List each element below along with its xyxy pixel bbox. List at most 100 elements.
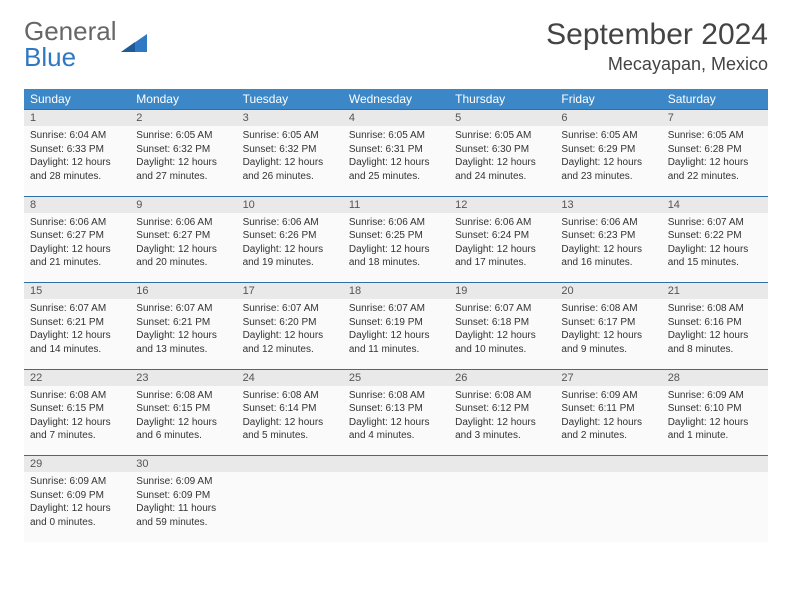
sunrise-line: Sunrise: 6:08 AM	[136, 389, 230, 403]
sunrise-line: Sunrise: 6:08 AM	[668, 302, 762, 316]
day-content-cell: Sunrise: 6:08 AMSunset: 6:16 PMDaylight:…	[662, 299, 768, 369]
day-number-cell: 22	[24, 369, 130, 386]
daynum-row: 22232425262728	[24, 369, 768, 386]
day-number-cell	[237, 456, 343, 473]
sunset-line: Sunset: 6:32 PM	[136, 143, 230, 157]
day-content-cell: Sunrise: 6:05 AMSunset: 6:32 PMDaylight:…	[130, 126, 236, 196]
day-number-cell: 17	[237, 283, 343, 300]
day-number-cell: 21	[662, 283, 768, 300]
day-number-cell: 14	[662, 196, 768, 213]
sunrise-line: Sunrise: 6:08 AM	[561, 302, 655, 316]
day-content-cell: Sunrise: 6:08 AMSunset: 6:14 PMDaylight:…	[237, 386, 343, 456]
sunset-line: Sunset: 6:15 PM	[136, 402, 230, 416]
sunset-line: Sunset: 6:10 PM	[668, 402, 762, 416]
weekday-header: Sunday	[24, 89, 130, 110]
sunrise-line: Sunrise: 6:06 AM	[243, 216, 337, 230]
calendar-table: SundayMondayTuesdayWednesdayThursdayFrid…	[24, 89, 768, 542]
sunset-line: Sunset: 6:09 PM	[136, 489, 230, 503]
logo: General Blue	[24, 18, 153, 70]
day-number-cell: 8	[24, 196, 130, 213]
day-number-cell: 19	[449, 283, 555, 300]
daylight-line: Daylight: 12 hours and 11 minutes.	[349, 329, 443, 356]
sunrise-line: Sunrise: 6:07 AM	[136, 302, 230, 316]
sunset-line: Sunset: 6:26 PM	[243, 229, 337, 243]
weekday-row: SundayMondayTuesdayWednesdayThursdayFrid…	[24, 89, 768, 110]
day-content-cell	[449, 472, 555, 542]
daylight-line: Daylight: 12 hours and 14 minutes.	[30, 329, 124, 356]
day-content-cell: Sunrise: 6:04 AMSunset: 6:33 PMDaylight:…	[24, 126, 130, 196]
day-content-cell: Sunrise: 6:07 AMSunset: 6:18 PMDaylight:…	[449, 299, 555, 369]
daylight-line: Daylight: 12 hours and 2 minutes.	[561, 416, 655, 443]
daynum-row: 15161718192021	[24, 283, 768, 300]
sunset-line: Sunset: 6:30 PM	[455, 143, 549, 157]
logo-sail-icon	[119, 32, 153, 56]
sunset-line: Sunset: 6:33 PM	[30, 143, 124, 157]
sunset-line: Sunset: 6:24 PM	[455, 229, 549, 243]
location: Mecayapan, Mexico	[546, 54, 768, 75]
sunrise-line: Sunrise: 6:08 AM	[455, 389, 549, 403]
day-content-cell: Sunrise: 6:06 AMSunset: 6:27 PMDaylight:…	[130, 213, 236, 283]
daylight-line: Daylight: 12 hours and 12 minutes.	[243, 329, 337, 356]
sunrise-line: Sunrise: 6:09 AM	[136, 475, 230, 489]
day-number-cell: 30	[130, 456, 236, 473]
day-content-cell	[662, 472, 768, 542]
content-row: Sunrise: 6:09 AMSunset: 6:09 PMDaylight:…	[24, 472, 768, 542]
content-row: Sunrise: 6:06 AM Sunset: 6:27 PM Daylight:…	[24, 213, 768, 283]
day-content-cell: Sunrise: 6:06 AMSunset: 6:27 PMDaylight:…	[24, 213, 130, 283]
day-number-cell: 15	[24, 283, 130, 300]
daylight-line: Daylight: 12 hours and 5 minutes.	[243, 416, 337, 443]
sunrise-line: Sunrise: 6:08 AM	[243, 389, 337, 403]
sunset-line: Sunset: 6:23 PM	[561, 229, 655, 243]
daylight-line: Daylight: 12 hours and 4 minutes.	[349, 416, 443, 443]
sunrise-line: Sunrise: 6:09 AM	[561, 389, 655, 403]
sunset-line: Sunset: 6:14 PM	[243, 402, 337, 416]
weekday-header: Monday	[130, 89, 236, 110]
sunset-line: Sunset: 6:27 PM	[136, 229, 230, 243]
sunrise-line: Sunrise: 6:07 AM	[349, 302, 443, 316]
calendar-body: 1234567Sunrise: 6:04 AMSunset: 6:33 PMDa…	[24, 110, 768, 543]
day-number-cell: 3	[237, 110, 343, 127]
day-number-cell: 6	[555, 110, 661, 127]
day-content-cell: Sunrise: 6:06 AMSunset: 6:26 PMDaylight:…	[237, 213, 343, 283]
day-content-cell: Sunrise: 6:06 AMSunset: 6:25 PMDaylight:…	[343, 213, 449, 283]
day-content-cell: Sunrise: 6:05 AMSunset: 6:30 PMDaylight:…	[449, 126, 555, 196]
day-number-cell: 16	[130, 283, 236, 300]
day-number-cell: 10	[237, 196, 343, 213]
day-content-cell: Sunrise: 6:06 AMSunset: 6:24 PMDaylight:…	[449, 213, 555, 283]
sunrise-line: Sunrise: 6:08 AM	[349, 389, 443, 403]
sunrise-line: Sunrise: 6:07 AM	[30, 302, 124, 316]
day-content-cell: Sunrise: 6:09 AMSunset: 6:11 PMDaylight:…	[555, 386, 661, 456]
header: General Blue September 2024 Mecayapan, M…	[24, 18, 768, 75]
sunset-line: Sunset: 6:19 PM	[349, 316, 443, 330]
weekday-header: Wednesday	[343, 89, 449, 110]
daylight-line: Daylight: 12 hours and 9 minutes.	[561, 329, 655, 356]
day-content-cell: Sunrise: 6:05 AMSunset: 6:29 PMDaylight:…	[555, 126, 661, 196]
day-number-cell	[449, 456, 555, 473]
day-content-cell: Sunrise: 6:08 AMSunset: 6:15 PMDaylight:…	[24, 386, 130, 456]
weekday-header: Thursday	[449, 89, 555, 110]
day-number-cell: 26	[449, 369, 555, 386]
day-number-cell: 9	[130, 196, 236, 213]
sunrise-line: Sunrise: 6:06 AM	[349, 216, 443, 230]
weekday-header: Friday	[555, 89, 661, 110]
day-number-cell: 2	[130, 110, 236, 127]
daylight-line: Daylight: 12 hours and 26 minutes.	[243, 156, 337, 183]
day-content-cell: Sunrise: 6:05 AMSunset: 6:32 PMDaylight:…	[237, 126, 343, 196]
sunrise-line: Sunrise: 6:09 AM	[30, 475, 124, 489]
sunrise-line: Sunrise: 6:06 AM	[561, 216, 655, 230]
sunrise-line: Sunrise: 6:04 AM	[30, 129, 124, 143]
daylight-line: Daylight: 12 hours and 10 minutes.	[455, 329, 549, 356]
daylight-line: Daylight: 12 hours and 21 minutes.	[30, 243, 124, 270]
daylight-line: Daylight: 12 hours and 7 minutes.	[30, 416, 124, 443]
content-row: Sunrise: 6:08 AMSunset: 6:15 PMDaylight:…	[24, 386, 768, 456]
day-content-cell	[343, 472, 449, 542]
day-number-cell: 25	[343, 369, 449, 386]
sunset-line: Sunset: 6:21 PM	[30, 316, 124, 330]
sunset-line: Sunset: 6:28 PM	[668, 143, 762, 157]
sunrise-line: Sunrise: 6:05 AM	[243, 129, 337, 143]
day-number-cell: 18	[343, 283, 449, 300]
sunset-line: Sunset: 6:29 PM	[561, 143, 655, 157]
daylight-line: Daylight: 12 hours and 8 minutes.	[668, 329, 762, 356]
day-content-cell: Sunrise: 6:05 AMSunset: 6:31 PMDaylight:…	[343, 126, 449, 196]
sunset-line: Sunset: 6:12 PM	[455, 402, 549, 416]
